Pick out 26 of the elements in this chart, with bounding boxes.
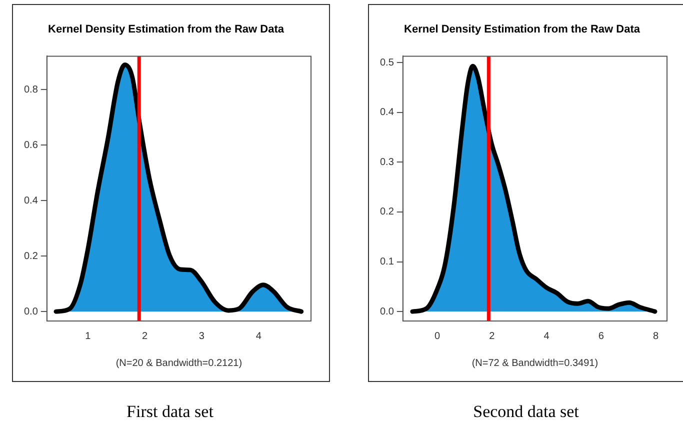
x-tick-label: 1 bbox=[85, 330, 92, 342]
x-tick-label: 6 bbox=[598, 330, 604, 342]
x-tick-label: 2 bbox=[489, 330, 496, 342]
y-tick-label: 0.4 bbox=[24, 195, 38, 206]
y-tick-label: 0.5 bbox=[380, 57, 394, 68]
chart-title: Kernel Density Estimation from the Raw Data bbox=[48, 24, 285, 36]
text: First data set bbox=[126, 402, 214, 422]
x-tick-label: 4 bbox=[544, 330, 550, 342]
x-tick-label: 3 bbox=[198, 330, 205, 342]
y-tick-label: 0.8 bbox=[24, 84, 38, 96]
y-tick-label: 0.0 bbox=[380, 306, 394, 318]
y-tick-label: 0.4 bbox=[380, 107, 394, 118]
x-axis-title: (N=72 & Bandwidth=0.3491) bbox=[472, 358, 598, 369]
x-tick-label: 4 bbox=[256, 330, 262, 342]
x-axis-title: (N=20 & Bandwidth=0.2121) bbox=[116, 358, 242, 369]
x-tick-label: 0 bbox=[434, 330, 441, 342]
y-tick-label: 0.6 bbox=[24, 140, 38, 151]
y-tick-label: 0.2 bbox=[380, 206, 394, 218]
y-tick-label: 0.3 bbox=[380, 156, 394, 168]
chart-title: Kernel Density Estimation from the Raw Data bbox=[404, 24, 641, 36]
x-tick-label: 2 bbox=[142, 330, 148, 342]
x-tick-label: 8 bbox=[653, 330, 660, 342]
y-tick-label: 0.1 bbox=[380, 256, 394, 268]
text: Second data set bbox=[472, 402, 580, 422]
y-tick-label: 0.2 bbox=[24, 250, 38, 262]
y-tick-label: 0.0 bbox=[24, 306, 38, 318]
